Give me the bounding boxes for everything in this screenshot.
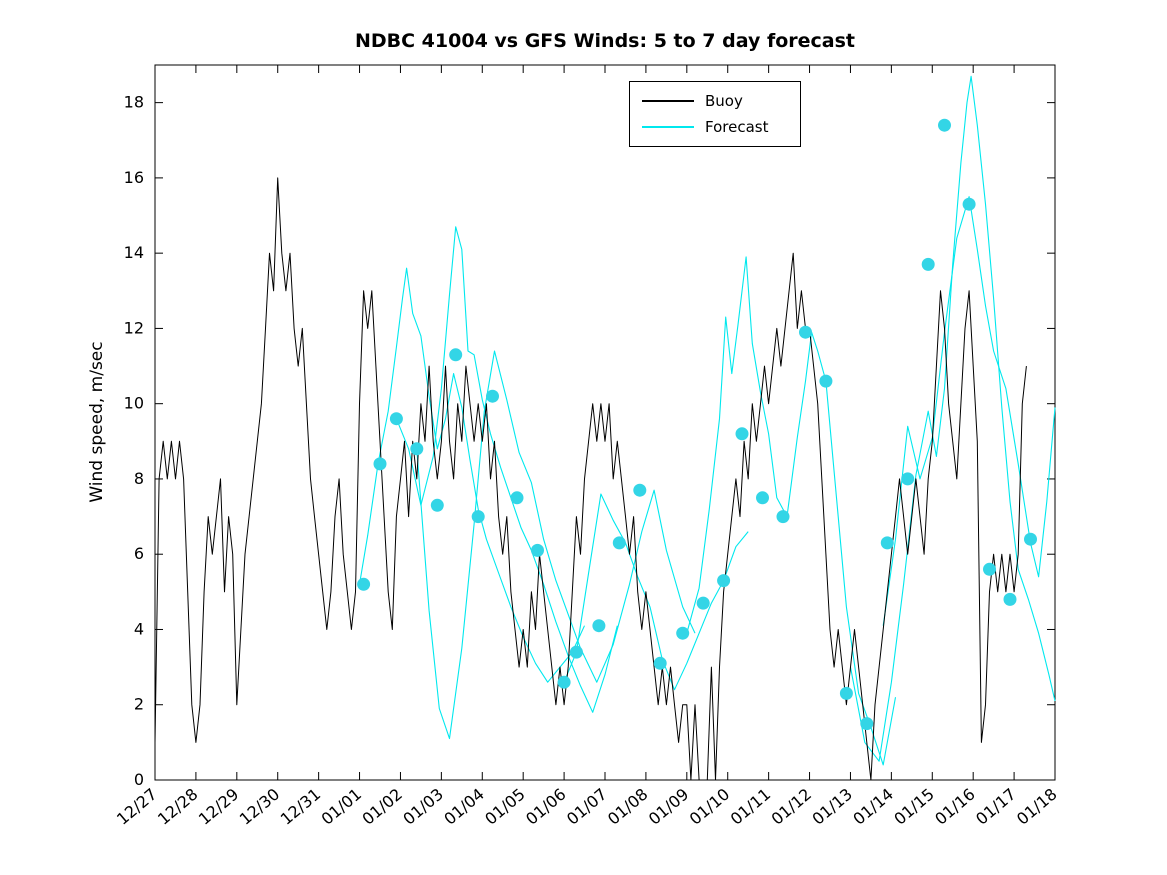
forecast-line-5 xyxy=(849,75,1056,762)
y-tick-label: 8 xyxy=(134,469,144,488)
forecast-line-sample xyxy=(642,126,694,128)
x-tick-label: 01/15 xyxy=(890,785,938,829)
x-tick-label: 01/16 xyxy=(931,785,979,829)
x-tick-label: 01/18 xyxy=(1013,785,1061,829)
forecast-marker xyxy=(592,619,606,633)
forecast-line-0 xyxy=(358,267,585,683)
x-tick-label: 01/13 xyxy=(808,785,856,829)
x-tick-label: 01/05 xyxy=(481,785,529,829)
forecast-marker xyxy=(449,348,463,362)
forecast-marker xyxy=(860,717,874,731)
x-tick-label: 12/31 xyxy=(277,785,325,829)
buoy-line xyxy=(154,177,1027,781)
forecast-line-2 xyxy=(416,350,696,740)
forecast-marker xyxy=(430,498,444,512)
forecast-line-6 xyxy=(882,196,1056,626)
x-tick-label: 01/17 xyxy=(972,785,1020,829)
x-tick-label: 01/10 xyxy=(686,785,734,829)
forecast-marker xyxy=(1024,532,1037,546)
y-tick-label: 12 xyxy=(124,318,144,337)
x-tick-label: 01/12 xyxy=(768,785,816,829)
y-tick-label: 0 xyxy=(134,770,144,789)
y-tick-label: 6 xyxy=(134,544,144,563)
forecast-marker xyxy=(357,577,371,591)
forecast-line-3 xyxy=(563,493,749,691)
forecast-marker xyxy=(735,427,749,441)
forecast-marker xyxy=(839,686,853,700)
forecast-marker xyxy=(531,543,544,557)
forecast-marker xyxy=(880,536,894,550)
forecast-marker xyxy=(901,472,915,486)
y-tick-label: 16 xyxy=(124,168,144,187)
legend-label-buoy: Buoy xyxy=(705,92,743,110)
y-tick-label: 10 xyxy=(124,394,144,413)
x-tick-label: 01/02 xyxy=(358,785,406,829)
legend: Buoy Forecast xyxy=(629,81,801,147)
x-tick-label: 12/27 xyxy=(113,785,161,829)
forecast-marker xyxy=(633,483,647,497)
forecast-marker xyxy=(983,562,996,576)
forecast-marker xyxy=(612,536,626,550)
x-tick-label: 12/28 xyxy=(154,785,202,829)
legend-item-buoy: Buoy xyxy=(630,88,800,114)
forecast-marker xyxy=(799,325,812,339)
forecast-marker xyxy=(696,596,710,610)
forecast-marker xyxy=(676,626,690,640)
buoy-line-sample xyxy=(642,100,694,102)
x-tick-label: 01/11 xyxy=(727,785,775,829)
x-tick-label: 01/07 xyxy=(563,785,611,829)
forecast-marker xyxy=(717,574,731,588)
y-tick-label: 14 xyxy=(124,243,144,262)
x-tick-label: 12/29 xyxy=(195,785,243,829)
forecast-marker xyxy=(962,197,976,211)
legend-item-forecast: Forecast xyxy=(630,114,800,140)
forecast-marker xyxy=(756,491,769,505)
legend-label-forecast: Forecast xyxy=(705,118,769,136)
x-tick-label: 01/03 xyxy=(399,785,447,829)
forecast-marker xyxy=(1003,592,1017,606)
forecast-marker xyxy=(471,510,485,524)
forecast-marker xyxy=(653,656,667,670)
x-tick-label: 01/01 xyxy=(318,785,366,829)
x-tick-label: 01/06 xyxy=(522,785,570,829)
forecast-marker xyxy=(776,510,790,524)
x-tick-label: 01/14 xyxy=(849,785,897,829)
x-tick-label: 01/04 xyxy=(440,785,488,829)
forecast-marker xyxy=(819,374,833,388)
forecast-marker xyxy=(410,442,424,456)
chart-title: NDBC 41004 vs GFS Winds: 5 to 7 day fore… xyxy=(354,30,856,52)
forecast-marker xyxy=(557,675,571,689)
x-tick-label: 12/30 xyxy=(236,785,284,829)
forecast-marker xyxy=(921,257,935,271)
y-tick-label: 18 xyxy=(124,93,144,112)
forecast-marker xyxy=(938,118,951,132)
forecast-marker xyxy=(389,412,403,426)
forecast-line-4 xyxy=(686,256,897,766)
x-tick-label: 01/09 xyxy=(645,785,693,829)
forecast-line-1 xyxy=(395,226,618,713)
y-tick-label: 4 xyxy=(134,619,144,638)
x-tick-label: 01/08 xyxy=(604,785,652,829)
forecast-marker xyxy=(486,389,499,403)
forecast-marker xyxy=(569,645,583,659)
forecast-marker xyxy=(510,491,524,505)
forecast-marker xyxy=(373,457,387,471)
y-tick-label: 2 xyxy=(134,695,144,714)
